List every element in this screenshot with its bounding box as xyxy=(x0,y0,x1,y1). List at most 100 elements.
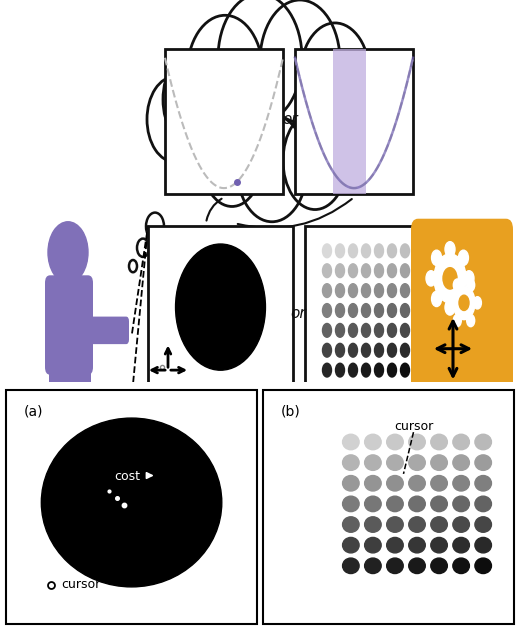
Text: cost: cost xyxy=(114,470,140,483)
Circle shape xyxy=(431,475,447,491)
Circle shape xyxy=(328,58,388,150)
Circle shape xyxy=(431,496,447,512)
Circle shape xyxy=(453,558,470,573)
Circle shape xyxy=(387,343,397,357)
Circle shape xyxy=(365,455,381,470)
Circle shape xyxy=(218,0,302,123)
Circle shape xyxy=(431,537,447,553)
Circle shape xyxy=(387,284,397,298)
Circle shape xyxy=(445,241,455,257)
Circle shape xyxy=(335,244,345,258)
Circle shape xyxy=(453,537,470,553)
Circle shape xyxy=(453,315,461,327)
Circle shape xyxy=(434,254,466,303)
Circle shape xyxy=(475,496,491,512)
Text: or: or xyxy=(290,306,306,321)
Circle shape xyxy=(432,291,441,307)
Circle shape xyxy=(361,363,370,377)
Circle shape xyxy=(48,222,88,283)
Circle shape xyxy=(348,264,358,277)
Circle shape xyxy=(343,455,359,470)
Circle shape xyxy=(387,475,403,491)
FancyArrowPatch shape xyxy=(206,198,222,221)
FancyBboxPatch shape xyxy=(305,226,430,394)
Circle shape xyxy=(361,343,370,357)
Circle shape xyxy=(400,363,410,377)
Circle shape xyxy=(335,324,345,337)
Circle shape xyxy=(361,303,370,317)
Circle shape xyxy=(467,279,475,291)
Circle shape xyxy=(453,286,475,320)
Circle shape xyxy=(374,244,384,258)
Circle shape xyxy=(335,303,345,317)
Circle shape xyxy=(447,296,454,309)
Text: (a): (a) xyxy=(24,404,43,418)
Circle shape xyxy=(348,324,358,337)
Circle shape xyxy=(365,517,381,532)
Circle shape xyxy=(322,363,332,377)
Circle shape xyxy=(365,558,381,573)
Circle shape xyxy=(387,558,403,573)
Circle shape xyxy=(387,264,397,277)
Circle shape xyxy=(426,270,436,286)
Circle shape xyxy=(187,15,263,131)
Circle shape xyxy=(453,434,470,450)
Circle shape xyxy=(237,115,307,222)
FancyBboxPatch shape xyxy=(49,360,71,442)
Circle shape xyxy=(335,363,345,377)
Circle shape xyxy=(409,537,425,553)
Circle shape xyxy=(374,284,384,298)
Circle shape xyxy=(374,303,384,317)
Circle shape xyxy=(283,112,347,210)
Circle shape xyxy=(374,324,384,337)
Circle shape xyxy=(343,517,359,532)
Circle shape xyxy=(300,23,370,130)
Circle shape xyxy=(387,303,397,317)
Circle shape xyxy=(137,239,149,257)
Text: cursor: cursor xyxy=(61,578,101,591)
Circle shape xyxy=(431,455,447,470)
Circle shape xyxy=(322,264,332,277)
Circle shape xyxy=(409,558,425,573)
Circle shape xyxy=(387,517,403,532)
Ellipse shape xyxy=(176,244,265,370)
Circle shape xyxy=(453,475,470,491)
Circle shape xyxy=(348,303,358,317)
Circle shape xyxy=(431,517,447,532)
Circle shape xyxy=(322,244,332,258)
Circle shape xyxy=(431,558,447,573)
Circle shape xyxy=(343,537,359,553)
Text: or: or xyxy=(282,112,298,127)
Circle shape xyxy=(343,475,359,491)
Text: cursor: cursor xyxy=(394,420,433,434)
Circle shape xyxy=(432,250,441,265)
Circle shape xyxy=(202,115,262,207)
Circle shape xyxy=(335,284,345,298)
Circle shape xyxy=(361,264,370,277)
Circle shape xyxy=(400,303,410,317)
Circle shape xyxy=(348,343,358,357)
Circle shape xyxy=(146,212,164,240)
Circle shape xyxy=(322,343,332,357)
Circle shape xyxy=(260,0,340,123)
FancyBboxPatch shape xyxy=(411,219,513,401)
Circle shape xyxy=(464,270,474,286)
Circle shape xyxy=(459,295,469,310)
Circle shape xyxy=(365,475,381,491)
Circle shape xyxy=(147,76,203,162)
Circle shape xyxy=(409,517,425,532)
Circle shape xyxy=(387,434,403,450)
Circle shape xyxy=(400,284,410,298)
Circle shape xyxy=(365,496,381,512)
Circle shape xyxy=(361,284,370,298)
Circle shape xyxy=(387,324,397,337)
Circle shape xyxy=(400,343,410,357)
Text: (b): (b) xyxy=(281,404,301,418)
Circle shape xyxy=(387,537,403,553)
Circle shape xyxy=(475,537,491,553)
Circle shape xyxy=(467,315,475,327)
Circle shape xyxy=(445,300,455,315)
Circle shape xyxy=(343,434,359,450)
Circle shape xyxy=(473,296,482,309)
Circle shape xyxy=(348,284,358,298)
